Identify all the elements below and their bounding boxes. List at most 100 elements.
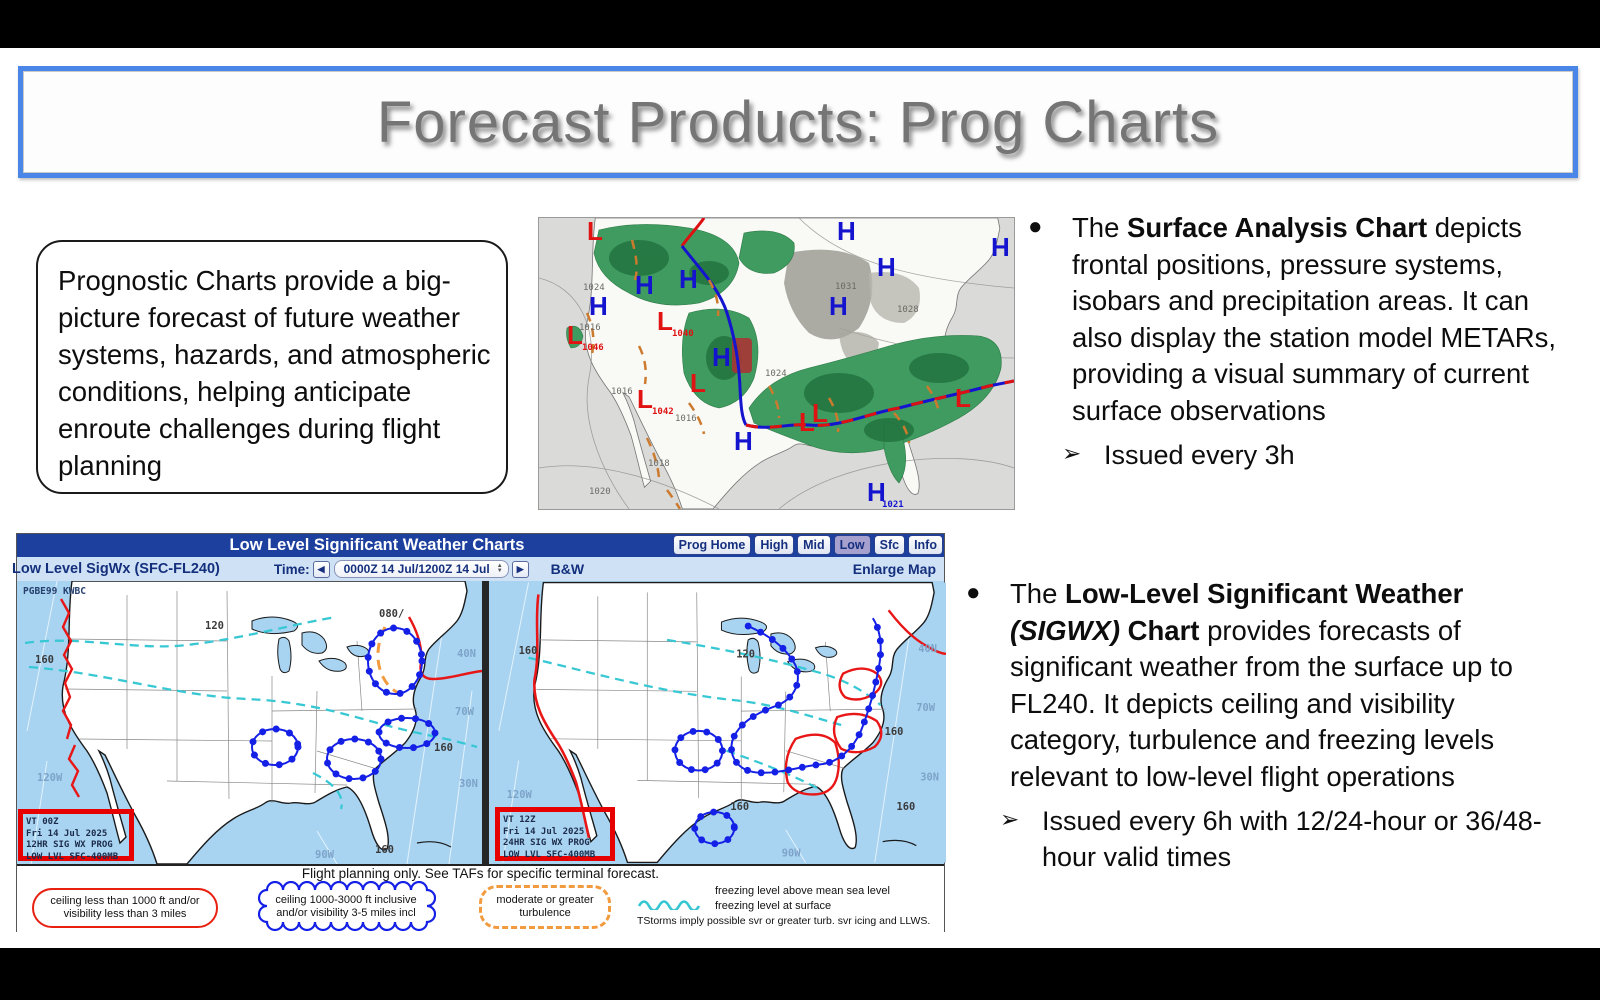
svg-text:L: L <box>799 407 815 437</box>
svg-text:160: 160 <box>897 801 916 813</box>
svg-text:120W: 120W <box>507 789 533 801</box>
bullet-icon: ● <box>1028 213 1043 240</box>
sub-bullet-icon: ➢ <box>1000 806 1020 832</box>
legend-mvfr: ceiling 1000-3000 ft inclusive and/or vi… <box>256 880 437 933</box>
svg-text:L: L <box>567 320 583 350</box>
svg-text:1024: 1024 <box>765 369 787 379</box>
svg-text:L: L <box>637 384 653 414</box>
svg-text:L: L <box>955 383 971 413</box>
intro-box: Prognostic Charts provide a big-picture … <box>36 240 508 494</box>
bullet1-text: The Surface Analysis Chart depicts front… <box>1072 212 1557 426</box>
svg-text:30N: 30N <box>459 778 478 790</box>
svg-text:160: 160 <box>730 801 749 813</box>
slide: Forecast Products: Prog Charts Prognosti… <box>0 48 1600 948</box>
valid-time-box-12hr: VT 00Z Fri 14 Jul 2025 12HR SIG WX PROG … <box>18 809 134 862</box>
time-select-value: 0000Z 14 Jul/1200Z 14 Jul <box>343 562 490 576</box>
svg-text:1042: 1042 <box>652 407 674 417</box>
svg-text:120W: 120W <box>37 772 63 784</box>
legend-ifr: ceiling less than 1000 ft and/or visibil… <box>32 888 218 928</box>
svg-text:1040: 1040 <box>672 329 694 339</box>
svg-text:70W: 70W <box>455 706 475 718</box>
svg-text:H: H <box>991 232 1010 262</box>
legend-text: visibility less than 3 miles <box>63 908 187 920</box>
svg-text:1046: 1046 <box>582 343 604 353</box>
svg-text:1031: 1031 <box>835 282 857 292</box>
scallop-border-icon <box>257 880 437 932</box>
chevron-left-icon[interactable]: ◀ <box>312 560 330 578</box>
sigwx-map-24hr: 160 120 40N 70W 160 30N 120W 160 160 90W <box>489 581 946 864</box>
svg-text:160: 160 <box>434 742 453 754</box>
svg-text:H: H <box>877 252 896 282</box>
legend-text: ceiling 1000-3000 ft inclusive <box>275 894 417 906</box>
bullet-sigwx: ● The Low-Level Significant Weather (SIG… <box>966 576 1572 875</box>
svg-text:1021: 1021 <box>882 500 904 509</box>
svg-text:160: 160 <box>519 645 538 657</box>
tstorm-note: TStorms imply possible svr or greater tu… <box>637 915 931 927</box>
bullet2-sub-text: Issued every 6h with 12/24-hour or 36/48… <box>1042 806 1542 872</box>
nav-prog-home-button[interactable]: Prog Home <box>672 535 752 555</box>
svg-text:90W: 90W <box>782 848 801 860</box>
legend-text: turbulence <box>519 907 571 919</box>
svg-text:H: H <box>712 342 731 372</box>
nav-low-button[interactable]: Low <box>833 535 871 555</box>
svg-text:120: 120 <box>205 620 224 632</box>
product-label: Low Level SigWx (SFC-FL240) <box>12 561 220 577</box>
nav-high-button[interactable]: High <box>754 535 795 555</box>
legend-text: freezing level at surface <box>715 899 832 912</box>
select-arrows-icon: ▲ ▼ <box>496 563 503 574</box>
sigwx-chart-window: Low Level Significant Weather Charts Pro… <box>12 533 946 933</box>
bw-link[interactable]: B&W <box>550 561 585 577</box>
bullet-surface-analysis: ● The Surface Analysis Chart depicts fro… <box>1028 210 1568 473</box>
left-map-labels: PGBE99 KWBC 160 120 080/40N 70W 160 30N 120W 160… <box>23 586 478 861</box>
bullet2-text: The Low-Level Significant Weather (SIGWX… <box>1010 578 1513 792</box>
nav-sfc-button[interactable]: Sfc <box>873 535 906 555</box>
svg-text:L: L <box>587 218 603 246</box>
vt-line: Fri 14 Jul 2025 <box>26 828 108 839</box>
vt-line: VT 00Z <box>26 817 59 827</box>
sigwx-maps: PGBE99 KWBC 160 120 080/40N 70W 160 30N 120W 160… <box>17 581 946 864</box>
legend-freezing: freezing level above mean sea level free… <box>637 883 937 928</box>
bullet-icon: ● <box>966 579 981 606</box>
svg-text:H: H <box>837 218 856 246</box>
vt-line: LOW LVL SFC-400MB <box>26 851 119 862</box>
sigwx-header-bar: Low Level Significant Weather Charts Pro… <box>17 534 944 557</box>
svg-text:30N: 30N <box>920 771 939 783</box>
svg-text:1020: 1020 <box>589 487 611 497</box>
svg-text:90W: 90W <box>315 849 335 861</box>
page-title: Forecast Products: Prog Charts <box>376 89 1220 155</box>
time-label: Time: <box>273 561 310 577</box>
title-box: Forecast Products: Prog Charts <box>18 66 1578 178</box>
vt-line: VT 12Z <box>503 815 536 825</box>
legend-text: ceiling less than 1000 ft and/or <box>50 895 200 907</box>
svg-text:1016: 1016 <box>579 323 601 333</box>
freezing-wave-icon <box>637 898 715 913</box>
valid-time-box-24hr: VT 12Z Fri 14 Jul 2025 24HR SIG WX PROG … <box>495 807 615 861</box>
sigwx-title: Low Level Significant Weather Charts <box>229 536 525 554</box>
vt-line: 12HR SIG WX PROG <box>26 840 113 850</box>
legend-text: freezing level above mean sea level <box>715 884 890 897</box>
svg-text:H: H <box>589 291 608 321</box>
vt-line: 24HR SIG WX PROG <box>503 838 590 848</box>
flight-planning-note: Flight planning only. See TAFs for speci… <box>17 864 944 881</box>
svg-text:080/: 080/ <box>379 608 404 620</box>
legend-text: moderate or greater <box>496 894 594 906</box>
chevron-right-icon[interactable]: ▶ <box>511 560 529 578</box>
intro-text: Prognostic Charts provide a big-picture … <box>58 265 491 481</box>
sub-bullet-icon: ➢ <box>1062 440 1082 466</box>
map-divider <box>482 581 489 864</box>
nav-info-button[interactable]: Info <box>908 535 943 555</box>
svg-text:L: L <box>657 306 673 336</box>
nav-mid-button[interactable]: Mid <box>797 535 831 555</box>
svg-text:1016: 1016 <box>611 387 633 397</box>
time-select[interactable]: 0000Z 14 Jul/1200Z 14 Jul ▲ ▼ <box>333 560 509 578</box>
svg-text:PGBE99 KWBC: PGBE99 KWBC <box>23 586 86 597</box>
surface-isobar-labels: 1024 1016 1016 1016 1018 1020 1024 1031 1028 <box>579 282 919 497</box>
legend-text: and/or visibility 3-5 miles incl <box>276 907 416 919</box>
sigwx-legend: ceiling less than 1000 ft and/or visibil… <box>17 880 944 933</box>
enlarge-map-link[interactable]: Enlarge Map <box>852 561 936 577</box>
sigwx-nav: Prog Home High Mid Low Sfc Info <box>672 535 943 555</box>
svg-text:160: 160 <box>885 726 904 738</box>
svg-text:1018: 1018 <box>648 459 670 469</box>
